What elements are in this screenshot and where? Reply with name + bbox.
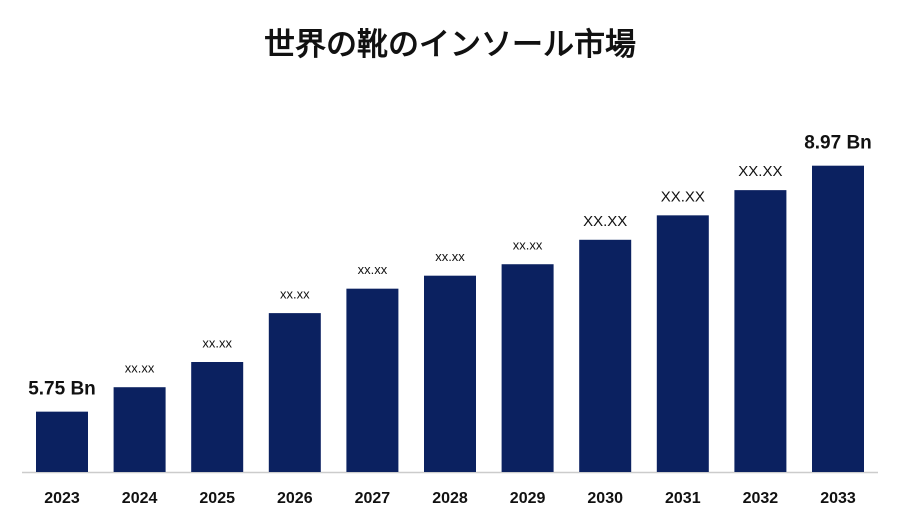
value-label: xx.xx bbox=[280, 287, 310, 302]
x-tick-label: 2028 bbox=[432, 490, 468, 507]
x-tick-label: 2025 bbox=[199, 490, 235, 507]
value-label: xx.xx bbox=[435, 249, 465, 264]
x-tick-label: 2030 bbox=[587, 490, 623, 507]
bar bbox=[346, 288, 399, 472]
value-label: xx.xx bbox=[358, 262, 388, 277]
x-tick-label: 2023 bbox=[44, 490, 80, 507]
x-tick-label: 2031 bbox=[665, 490, 701, 507]
value-label: 5.75 Bn bbox=[28, 379, 96, 400]
bar bbox=[501, 264, 554, 472]
x-tick-label: 2026 bbox=[277, 490, 313, 507]
chart-title: 世界の靴のインソール市場 bbox=[264, 27, 636, 62]
x-tick-label: 2033 bbox=[820, 490, 856, 507]
value-label: XX.XX bbox=[661, 188, 705, 205]
bar bbox=[656, 215, 709, 473]
x-tick-label: 2032 bbox=[743, 490, 779, 507]
value-label: XX.XX bbox=[738, 163, 782, 180]
bar bbox=[579, 239, 632, 472]
x-tick-label: 2027 bbox=[355, 490, 391, 507]
value-label: xx.xx bbox=[125, 361, 155, 376]
bar bbox=[424, 275, 476, 472]
value-label: 8.97 Bn bbox=[804, 133, 872, 154]
bar bbox=[268, 313, 321, 472]
bar bbox=[113, 387, 166, 472]
x-tick-label: 2029 bbox=[510, 490, 546, 507]
value-label: XX.XX bbox=[583, 213, 627, 230]
x-tick-label: 2024 bbox=[122, 490, 158, 507]
bar bbox=[812, 165, 864, 472]
value-label: xx.xx bbox=[513, 238, 543, 253]
bar bbox=[734, 190, 787, 472]
bar bbox=[191, 362, 244, 472]
value-label: xx.xx bbox=[202, 335, 232, 350]
bar bbox=[36, 411, 88, 472]
